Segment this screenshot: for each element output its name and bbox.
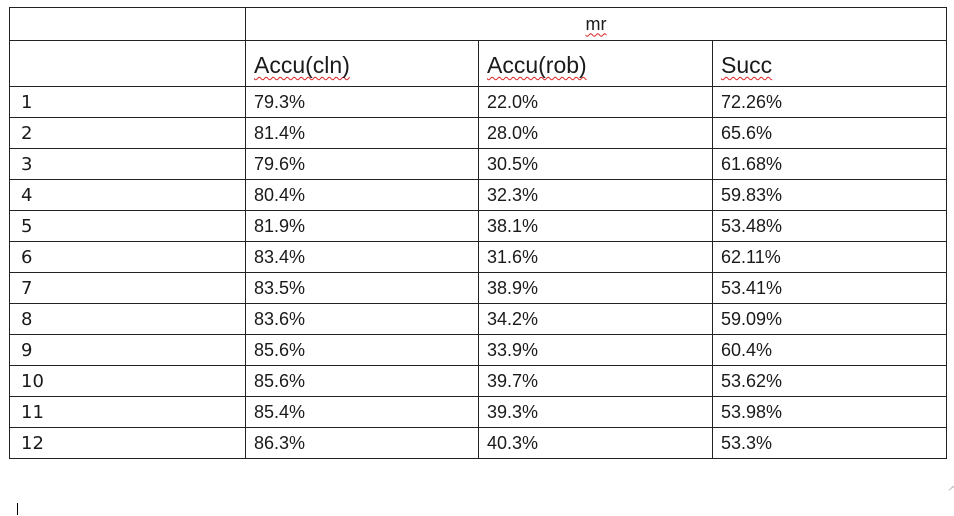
table-cell[interactable]: 38.9%	[478, 272, 713, 304]
column-header-accu-rob: Accu(rob)	[487, 52, 587, 78]
table-cell[interactable]: 81.4%	[245, 117, 479, 149]
table-row: 4 80.4% 32.3% 59.83%	[9, 179, 948, 211]
table-cell[interactable]: 53.62%	[711, 365, 948, 397]
row-index-cell[interactable]: 10	[9, 365, 246, 397]
table-cell[interactable]: 40.3%	[478, 427, 713, 459]
table-row: 11 85.4% 39.3% 53.98%	[9, 396, 948, 428]
table-row: 7 83.5% 38.9% 53.41%	[9, 272, 948, 304]
table-cell[interactable]: 28.0%	[478, 117, 713, 149]
table-cell[interactable]: 60.4%	[711, 334, 948, 366]
paragraph-marker-icon	[948, 485, 954, 495]
table-row: 9 85.6% 33.9% 60.4%	[9, 334, 948, 366]
group-header-cell[interactable]: mr	[244, 7, 948, 41]
table-row: 5 81.9% 38.1% 53.48%	[9, 210, 948, 242]
table-cell[interactable]: 85.4%	[245, 396, 479, 428]
column-header-cell[interactable]: Accu(cln)	[245, 40, 479, 87]
table-cell[interactable]: 65.6%	[711, 117, 948, 149]
row-index-cell[interactable]: 8	[9, 303, 246, 335]
row-index-cell[interactable]: 11	[9, 396, 246, 428]
table-cell[interactable]: 30.5%	[478, 148, 713, 180]
table-cell[interactable]: 59.83%	[711, 179, 948, 211]
table-cell[interactable]: 22.0%	[478, 86, 713, 118]
text-cursor	[17, 503, 18, 515]
table-cell[interactable]: 39.7%	[478, 365, 713, 397]
table-row: 12 86.3% 40.3% 53.3%	[9, 427, 948, 459]
row-index-cell[interactable]: 3	[9, 148, 246, 180]
column-header-cell[interactable]: Succ	[711, 40, 948, 87]
table-cell[interactable]: 59.09%	[711, 303, 948, 335]
row-index-cell[interactable]: 9	[9, 334, 246, 366]
column-header-accu-cln: Accu(cln)	[254, 52, 350, 78]
column-header-cell[interactable]: Accu(rob)	[478, 40, 713, 87]
row-index-cell[interactable]: 2	[9, 117, 246, 149]
table-cell[interactable]: 38.1%	[478, 210, 713, 242]
table-cell[interactable]: 53.3%	[711, 427, 948, 459]
table-cell[interactable]: 62.11%	[711, 241, 948, 273]
row-index-cell[interactable]: 12	[9, 427, 246, 459]
table-cell[interactable]: 32.3%	[478, 179, 713, 211]
table-cell[interactable]: 31.6%	[478, 241, 713, 273]
row-label-header-cell[interactable]	[9, 40, 246, 87]
table-cell[interactable]: 53.98%	[711, 396, 948, 428]
column-header-row: Accu(cln) Accu(rob) Succ	[9, 40, 948, 87]
table-cell[interactable]: 83.4%	[245, 241, 479, 273]
table-row: 6 83.4% 31.6% 62.11%	[9, 241, 948, 273]
table-cell[interactable]: 81.9%	[245, 210, 479, 242]
corner-cell[interactable]	[9, 7, 246, 41]
table-row: 10 85.6% 39.7% 53.62%	[9, 365, 948, 397]
table-cell[interactable]: 79.6%	[245, 148, 479, 180]
table-cell[interactable]: 39.3%	[478, 396, 713, 428]
table-cell[interactable]: 33.9%	[478, 334, 713, 366]
row-index-cell[interactable]: 4	[9, 179, 246, 211]
group-header-row: mr	[9, 7, 948, 41]
row-index-cell[interactable]: 5	[9, 210, 246, 242]
row-index-cell[interactable]: 7	[9, 272, 246, 304]
table-cell[interactable]: 80.4%	[245, 179, 479, 211]
row-index-cell[interactable]: 6	[9, 241, 246, 273]
table-cell[interactable]: 53.48%	[711, 210, 948, 242]
table-cell[interactable]: 34.2%	[478, 303, 713, 335]
table-cell[interactable]: 83.5%	[245, 272, 479, 304]
row-index-cell[interactable]: 1	[9, 86, 246, 118]
group-label: mr	[585, 13, 607, 34]
table-cell[interactable]: 86.3%	[245, 427, 479, 459]
table-cell[interactable]: 79.3%	[245, 86, 479, 118]
table-row: 1 79.3% 22.0% 72.26%	[9, 86, 948, 118]
table-cell[interactable]: 83.6%	[245, 303, 479, 335]
column-header-succ: Succ	[721, 52, 773, 78]
table-row: 8 83.6% 34.2% 59.09%	[9, 303, 948, 335]
table-cell[interactable]: 53.41%	[711, 272, 948, 304]
table-cell[interactable]: 85.6%	[245, 334, 479, 366]
results-table: mr Accu(cln) Accu(rob) Succ 1 79.3% 22.0% 7…	[9, 7, 948, 459]
table-cell[interactable]: 61.68%	[711, 148, 948, 180]
table-cell[interactable]: 72.26%	[711, 86, 948, 118]
table-row: 2 81.4% 28.0% 65.6%	[9, 117, 948, 149]
table-cell[interactable]: 85.6%	[245, 365, 479, 397]
table-row: 3 79.6% 30.5% 61.68%	[9, 148, 948, 180]
